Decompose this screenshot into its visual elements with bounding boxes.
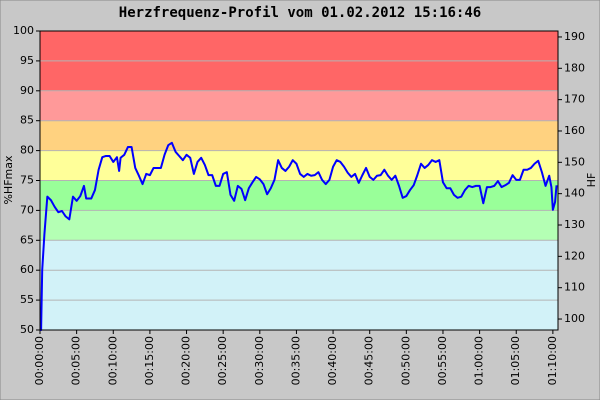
y-tick-label: 85 [20,114,34,127]
chart-title: Herzfrequenz-Profil vom 01.02.2012 15:16… [119,5,481,21]
y2-axis-label: HF [585,173,598,188]
x-tick-label: 00:10:00 [106,336,119,385]
zone [40,180,558,211]
y-tick-label: 50 [20,323,34,336]
y2-tick-label: 100 [564,312,585,325]
x-tick-label: 01:00:00 [473,336,486,385]
x-tick-label: 00:50:00 [399,336,412,385]
y2-tick-label: 190 [564,30,585,43]
y2-tick-label: 130 [564,218,585,231]
y2-tick-label: 120 [564,249,585,262]
x-tick-label: 00:45:00 [363,336,376,385]
plot-border [39,30,559,331]
x-tick-label: 00:00:00 [33,336,46,385]
line [40,141,558,331]
y2-tick-label: 150 [564,155,585,168]
y2-tick-label: 140 [564,187,585,200]
y-tick-label: 70 [20,203,34,216]
x-tick-label: 01:10:00 [546,336,559,385]
zone [40,210,558,241]
y-tick-label: 90 [20,84,34,97]
x-tick-label: 00:40:00 [326,336,339,385]
x-tick-label: 00:20:00 [180,336,193,385]
zone [40,150,558,181]
x-tick-label: 00:25:00 [216,336,229,385]
x-tick-label: 01:05:00 [509,336,522,385]
y2-tick-label: 160 [564,124,585,137]
y-tick-label: 95 [20,54,34,67]
y2-tick-label: 180 [564,61,585,74]
y-tick-label: 60 [20,263,34,276]
x-tick-label: 00:35:00 [289,336,302,385]
zone [40,120,558,151]
zone [40,90,558,121]
y-tick-label: 55 [20,293,34,306]
y-axis-label: %HFmax [2,155,15,205]
y2-tick-label: 110 [564,281,585,294]
x-tick-label: 00:55:00 [436,336,449,385]
y2-tick-label: 170 [564,93,585,106]
x-tick-label: 00:30:00 [253,336,266,385]
y-tick-label: 100 [13,24,34,37]
y-tick-label: 65 [20,233,34,246]
x-tick-label: 00:15:00 [143,336,156,385]
zone [40,240,558,330]
y-tick-label: 75 [20,174,34,187]
y-tick-label: 80 [20,144,34,157]
x-tick-label: 00:05:00 [70,336,83,385]
